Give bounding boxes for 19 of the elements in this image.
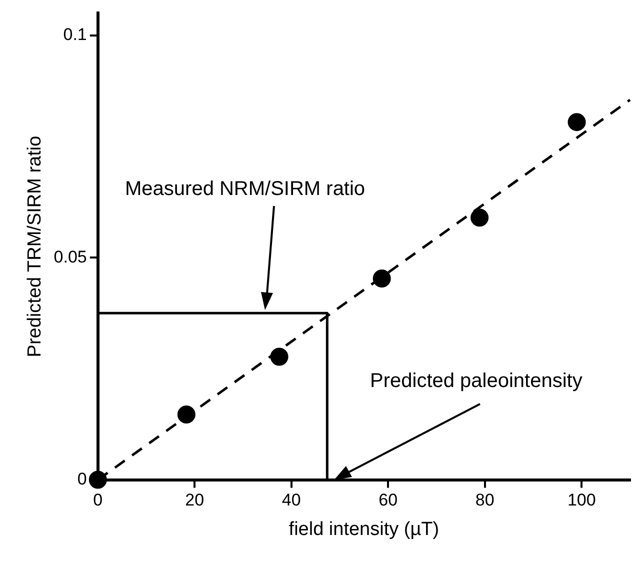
x-tick-label: 60	[378, 490, 398, 510]
y-axis-title: Predicted TRM/SIRM ratio	[24, 136, 46, 358]
x-tick-label: 40	[282, 490, 301, 510]
point	[270, 348, 288, 366]
y-tick-label: 0	[77, 469, 87, 488]
annotation: Predicted paleointensity	[370, 370, 582, 392]
y-tick-label: 0.1	[63, 25, 87, 44]
point	[568, 113, 586, 132]
annotation: Measured NRM/SIRM ratio	[125, 178, 366, 200]
x-tick-label: 0	[93, 490, 103, 510]
x-tick-label: 80	[475, 490, 494, 510]
x-tick-label: 100	[567, 490, 596, 510]
x-tick-label: 20	[185, 490, 204, 510]
y-tick-label: 0.05	[54, 247, 87, 266]
point	[177, 405, 196, 424]
point	[470, 208, 489, 227]
x-axis-title: field intensity (µT)	[288, 518, 440, 540]
point	[372, 269, 391, 288]
point	[88, 470, 107, 489]
